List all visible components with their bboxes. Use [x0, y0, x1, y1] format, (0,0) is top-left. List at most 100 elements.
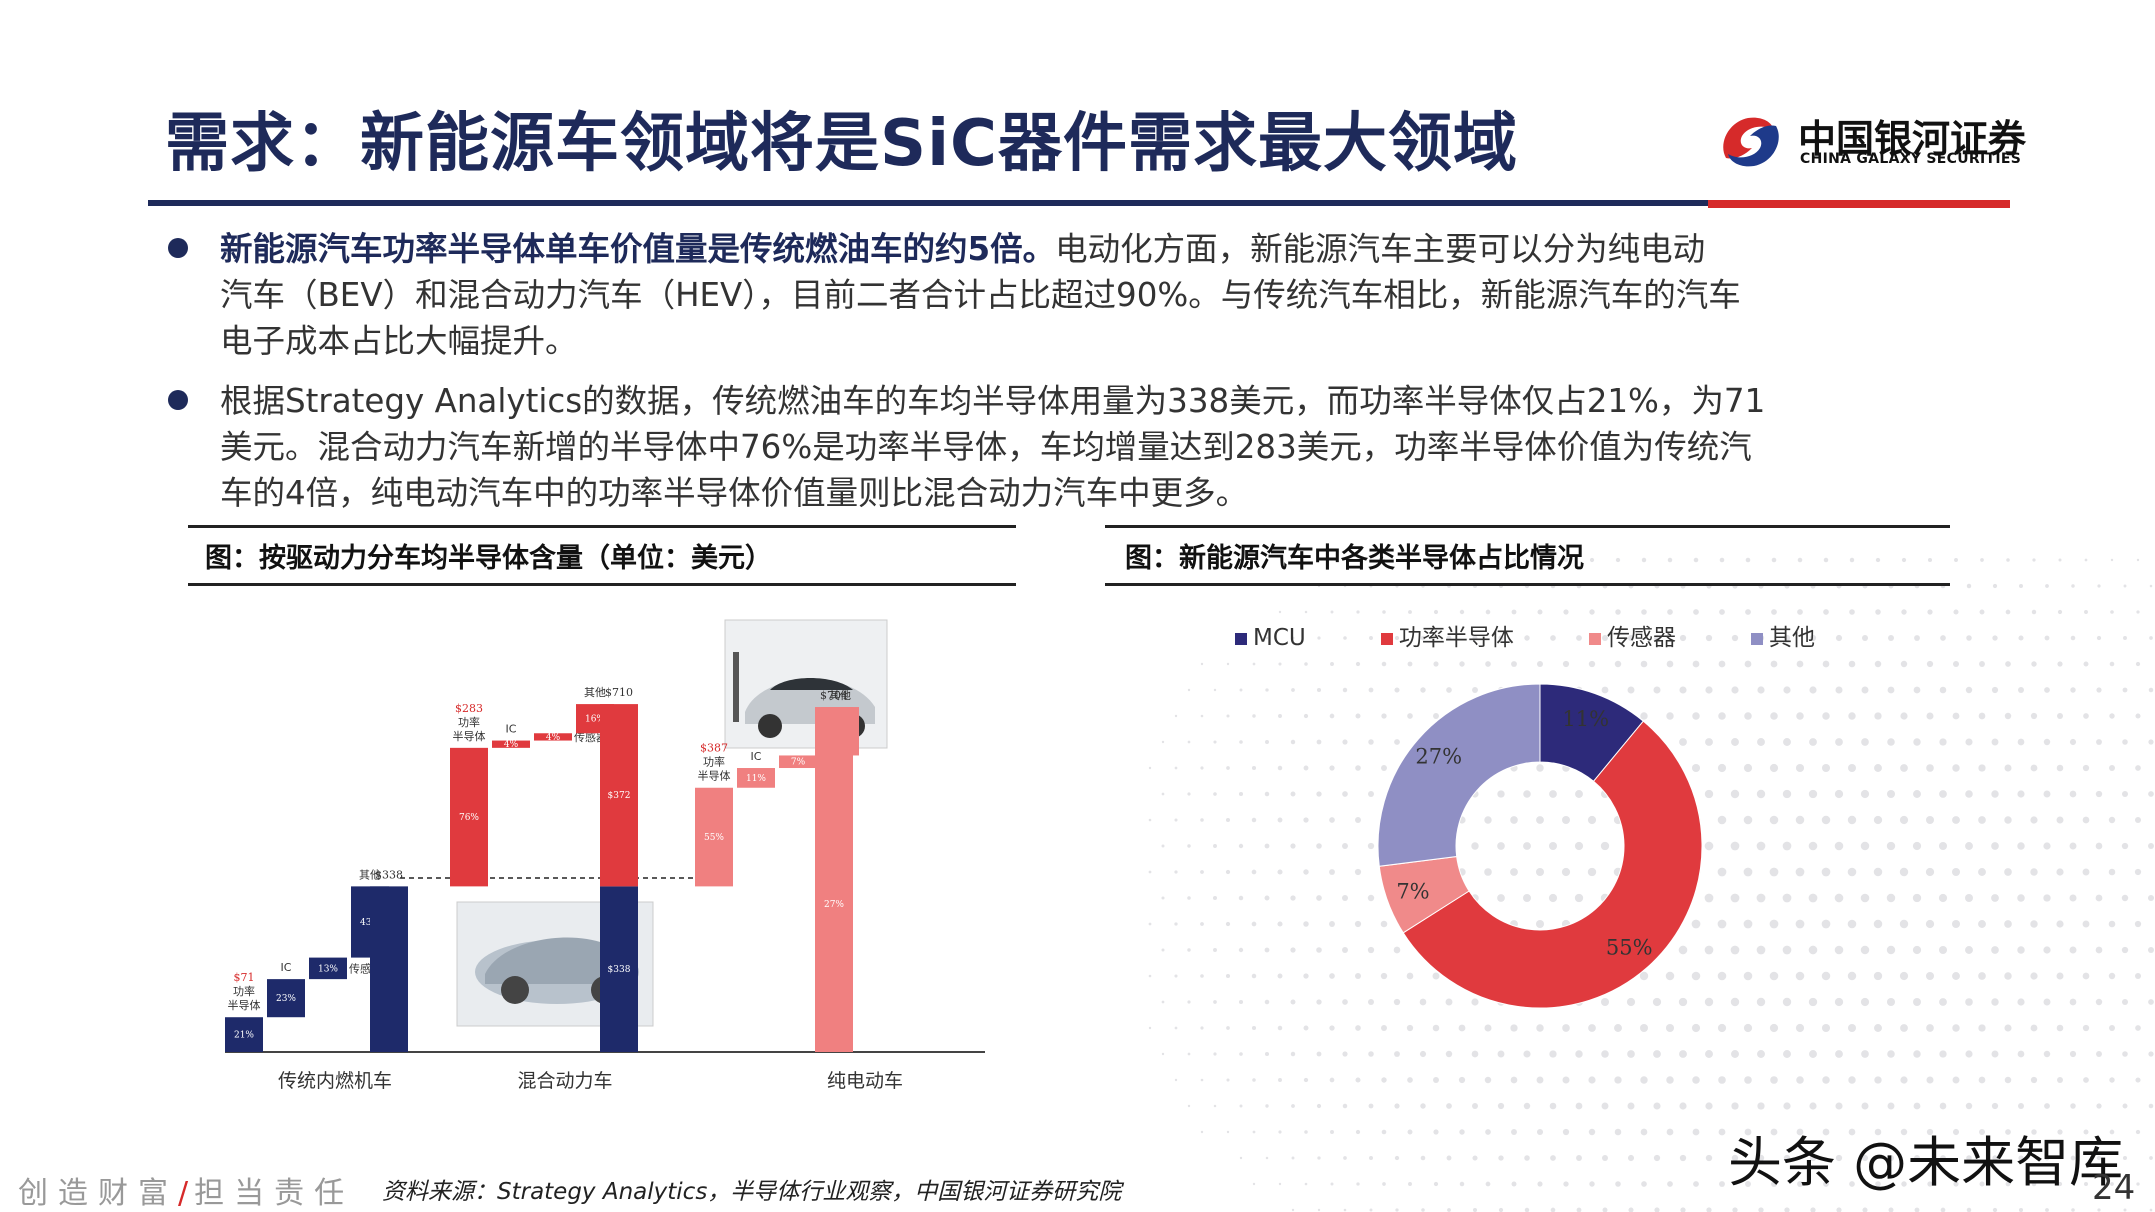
- background-dot: [1795, 867, 1805, 877]
- background-dot: [1408, 610, 1412, 614]
- background-dot: [1524, 635, 1530, 641]
- background-dot: [1419, 1050, 1427, 1058]
- background-dot: [1835, 738, 1843, 746]
- background-dot: [1744, 1076, 1752, 1084]
- background-dot: [1226, 714, 1230, 718]
- background-dot: [1808, 997, 1818, 1007]
- waterfall-step-pct: 76%: [459, 813, 479, 823]
- background-dot: [1861, 1050, 1869, 1058]
- background-dot: [2069, 790, 2077, 798]
- background-dot: [1925, 971, 1935, 981]
- background-dot: [1550, 1155, 1556, 1161]
- legend-item-sensor: 传感器: [1588, 625, 1676, 651]
- background-dot: [1875, 609, 1881, 615]
- background-dot: [1367, 894, 1375, 902]
- background-dot: [1717, 867, 1727, 877]
- background-dot: [2110, 610, 2114, 614]
- bullet-paragraph-1: 新能源汽车功率半导体单车价值量是传统燃油车的约5倍。电动化方面，新能源汽车主要可…: [220, 226, 1741, 364]
- background-dot: [1940, 635, 1946, 641]
- background-dot: [1407, 1129, 1413, 1135]
- waterfall-step-label: 半导体: [228, 998, 261, 1012]
- background-dot: [1771, 1181, 1777, 1187]
- background-dot: [1291, 1104, 1295, 1108]
- background-dot: [1252, 714, 1256, 718]
- background-dot: [1835, 1050, 1843, 1058]
- background-dot: [1926, 1024, 1934, 1032]
- background-dot: [1926, 1076, 1934, 1084]
- background-dot: [1939, 738, 1947, 746]
- background-dot: [1847, 971, 1857, 981]
- background-dot: [1588, 1128, 1596, 1136]
- background-dot: [1887, 1050, 1895, 1058]
- background-dot: [1952, 816, 1960, 824]
- background-dot: [1731, 1050, 1739, 1058]
- background-dot: [1743, 867, 1753, 877]
- background-dot: [1419, 998, 1427, 1006]
- background-dot: [1925, 867, 1935, 877]
- waterfall-total-pct: 27%: [824, 900, 844, 910]
- waterfall-total-label: $704: [820, 689, 848, 702]
- background-dot: [1874, 764, 1882, 772]
- background-dot: [1888, 1207, 1894, 1212]
- waterfall-step-pct: 13%: [318, 964, 338, 974]
- background-dot: [1471, 1050, 1479, 1058]
- background-dot: [1342, 791, 1348, 797]
- background-dot: [1679, 634, 1687, 642]
- background-dot: [1317, 636, 1321, 640]
- bullet-1-line-3: 电子成本占比大幅提升。: [220, 322, 578, 360]
- background-dot: [1810, 1207, 1816, 1212]
- background-dot: [1213, 740, 1217, 744]
- background-dot: [1758, 1207, 1764, 1212]
- background-dot: [1290, 739, 1296, 745]
- background-dot: [2057, 1181, 2063, 1187]
- background-dot: [1822, 1076, 1830, 1084]
- background-dot: [1550, 635, 1556, 641]
- background-dot: [1614, 1128, 1622, 1136]
- background-dot: [1979, 1129, 1985, 1135]
- waterfall-step-label: 功率: [458, 715, 480, 729]
- background-dot: [1251, 973, 1257, 979]
- bullet-1-text: 电动化方面，新能源汽车主要可以分为纯电动: [1055, 230, 1706, 268]
- background-dot: [2095, 998, 2103, 1006]
- background-dot: [1730, 893, 1740, 903]
- background-dot: [1692, 712, 1700, 720]
- background-dot: [1303, 713, 1309, 719]
- background-dot: [1161, 740, 1165, 744]
- background-dot: [1433, 1129, 1439, 1135]
- background-dot: [1966, 635, 1972, 641]
- background-dot: [1563, 557, 1569, 563]
- background-dot: [1769, 971, 1779, 981]
- background-dot: [1991, 842, 1999, 850]
- background-dot: [1330, 1130, 1334, 1134]
- background-dot: [1330, 610, 1334, 614]
- background-dot: [1743, 1023, 1753, 1033]
- background-dot: [1369, 636, 1373, 640]
- background-dot: [1433, 609, 1439, 615]
- background-dot: [1161, 948, 1165, 952]
- background-dot: [1886, 945, 1896, 955]
- background-dot: [1148, 870, 1152, 874]
- background-dot: [1459, 609, 1465, 615]
- background-dot: [1536, 1076, 1544, 1084]
- background-dot: [1862, 1207, 1868, 1212]
- background-dot: [1847, 867, 1857, 877]
- background-dot: [1653, 1154, 1661, 1162]
- background-dot: [1187, 688, 1191, 692]
- background-dot: [2018, 635, 2024, 641]
- background-dot: [2070, 1155, 2076, 1161]
- background-dot: [1472, 1103, 1478, 1109]
- bullet-2-line-2: 美元。混合动力汽车新增的半导体中76%是功率半导体，车均增量达到283美元，功率…: [220, 428, 1752, 466]
- background-dot: [2110, 558, 2114, 562]
- background-dot: [1355, 1129, 1361, 1135]
- background-dot: [1900, 712, 1908, 720]
- background-dot: [2069, 842, 2077, 850]
- background-dot: [2108, 1024, 2116, 1032]
- background-dot: [1174, 818, 1178, 822]
- background-dot: [1913, 998, 1921, 1006]
- background-dot: [2056, 868, 2064, 876]
- background-dot: [1899, 971, 1909, 981]
- background-dot: [1600, 841, 1610, 851]
- background-dot: [1433, 1077, 1439, 1083]
- background-dot: [1899, 815, 1909, 825]
- background-dot: [1848, 764, 1856, 772]
